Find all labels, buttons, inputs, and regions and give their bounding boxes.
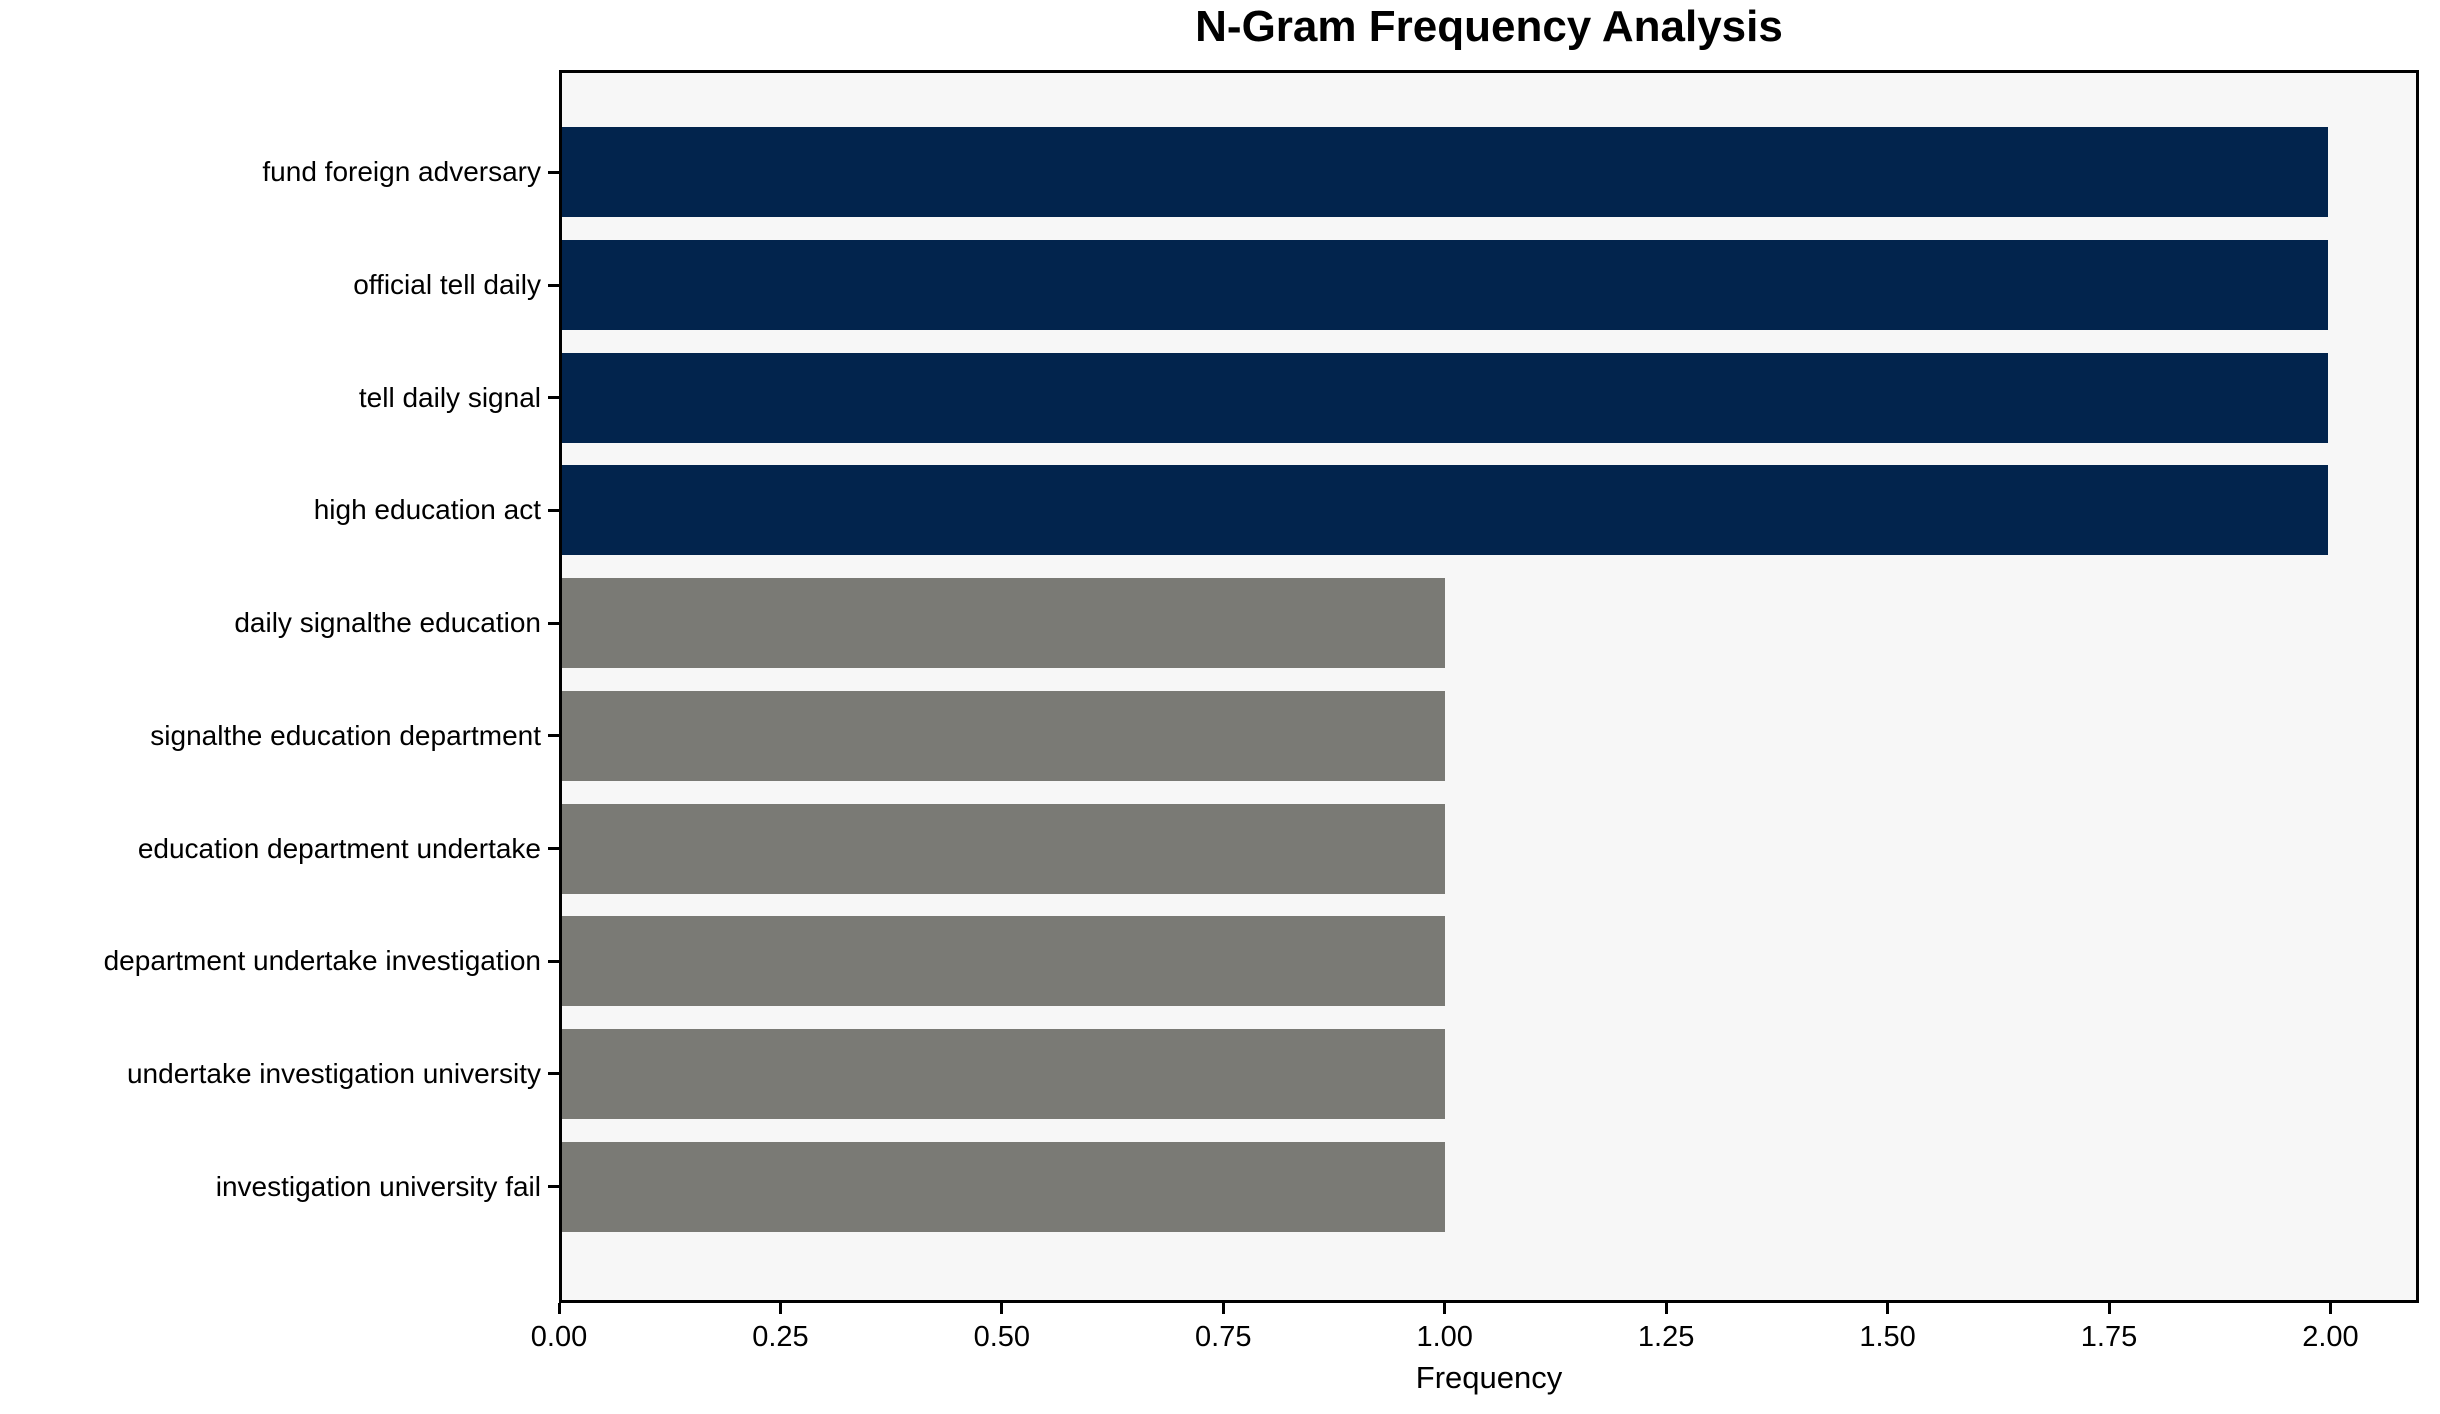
y-tick-mark: [548, 1072, 559, 1076]
x-tick-mark: [2328, 1303, 2332, 1314]
chart-title: N-Gram Frequency Analysis: [1195, 2, 1783, 51]
x-tick-label: 1.00: [1416, 1321, 1473, 1353]
x-tick-mark: [778, 1303, 782, 1314]
bar-official-tell-daily: [562, 240, 2328, 331]
y-tick-label: tell daily signal: [358, 381, 541, 413]
y-tick-label: fund foreign adversary: [262, 156, 541, 188]
x-tick-label: 2.00: [2302, 1321, 2359, 1353]
bar-education-department-undertake: [562, 803, 1445, 894]
y-tick-label: investigation university fail: [215, 1170, 541, 1202]
plot-area: [559, 70, 2419, 1303]
bar-high-education-act: [562, 465, 2328, 556]
x-axis-title: Frequency: [1415, 1360, 1563, 1395]
y-tick-label: high education act: [313, 494, 541, 526]
x-tick-mark: [1221, 1303, 1225, 1314]
x-tick-mark: [2107, 1303, 2111, 1314]
bar-department-undertake-investigation: [562, 916, 1445, 1007]
x-tick-mark: [557, 1303, 561, 1314]
x-tick-mark: [1886, 1303, 1890, 1314]
y-tick-label: education department undertake: [137, 832, 541, 864]
bar-undertake-investigation-university: [562, 1028, 1445, 1119]
y-tick-label: daily signalthe education: [234, 607, 541, 639]
x-tick-label: 1.75: [2080, 1321, 2138, 1353]
y-tick-label: undertake investigation university: [126, 1057, 541, 1089]
x-tick-label: 0.25: [752, 1321, 809, 1353]
bar-tell-daily-signal: [562, 352, 2328, 443]
x-tick-mark: [1000, 1303, 1004, 1314]
bar-daily-signalthe-education: [562, 578, 1445, 669]
bar-signalthe-education-department: [562, 690, 1445, 781]
y-tick-mark: [548, 170, 559, 174]
x-tick-mark: [1664, 1303, 1668, 1314]
y-tick-mark: [548, 621, 559, 625]
y-tick-mark: [548, 1185, 559, 1189]
y-tick-label: signalthe education department: [150, 719, 541, 751]
y-tick-mark: [548, 847, 559, 851]
y-tick-mark: [548, 959, 559, 963]
y-tick-mark: [548, 283, 559, 287]
y-tick-mark: [548, 508, 559, 512]
y-tick-label: official tell daily: [353, 269, 541, 301]
y-tick-mark: [548, 396, 559, 400]
x-tick-label: 1.25: [1637, 1321, 1695, 1353]
x-tick-label: 1.50: [1859, 1321, 1916, 1353]
x-tick-label: 0.50: [973, 1321, 1031, 1353]
bar-investigation-university-fail: [562, 1141, 1445, 1232]
x-tick-label: 0.75: [1195, 1321, 1252, 1353]
x-tick-label: 0.00: [530, 1321, 588, 1353]
bar-fund-foreign-adversary: [562, 127, 2328, 218]
y-tick-mark: [548, 734, 559, 738]
y-tick-label: department undertake investigation: [103, 945, 541, 977]
x-tick-mark: [1443, 1303, 1447, 1314]
